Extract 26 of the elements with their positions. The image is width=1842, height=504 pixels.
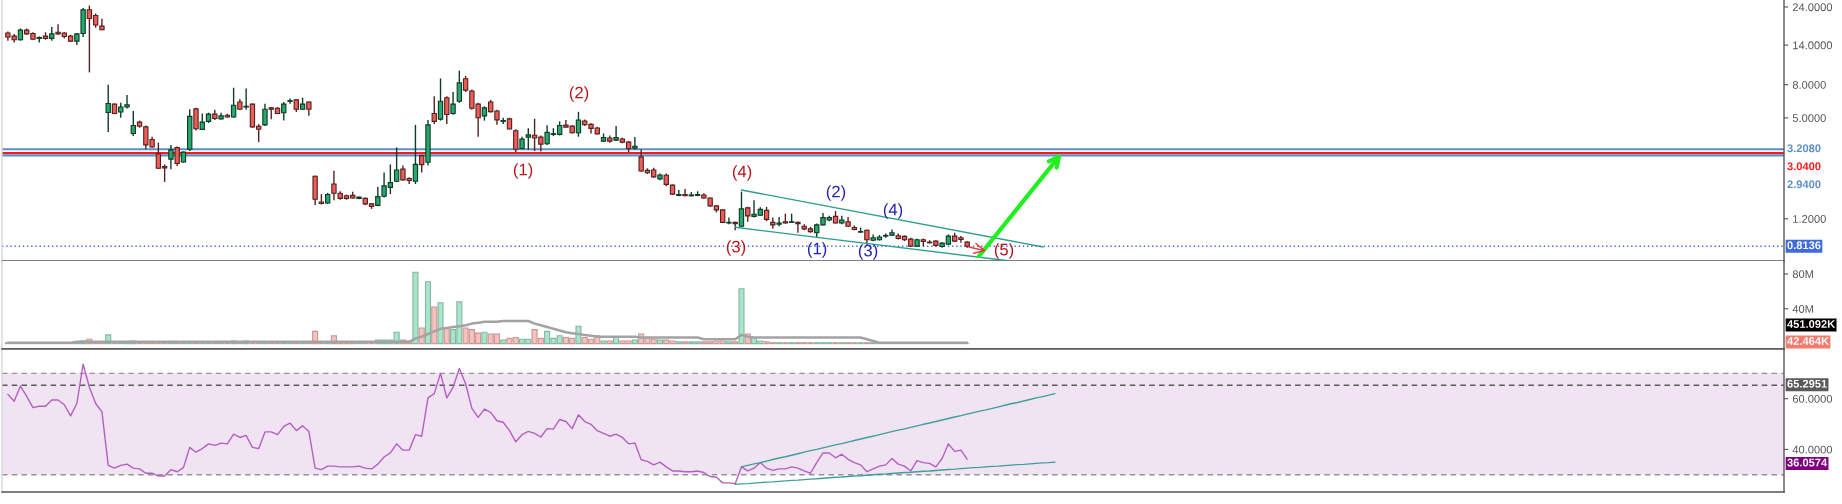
ref-line-label: 2.9400 [1787,180,1821,189]
y-tick-label: 8.0000 [1792,80,1826,89]
y-tick-label: 14.0000 [1793,41,1833,50]
y-tick-label: 60.0000 [1792,394,1833,403]
ref-line-label: 3.2080 [1787,144,1821,153]
text: 36.0574 [1787,458,1828,467]
annotation: (2) [569,86,589,102]
text: 42.464K [1787,337,1829,345]
annotation: (2) [826,185,846,201]
y-tick-label: 40.0000 [1792,445,1833,454]
y-tick-label: 80M [1792,270,1814,279]
annotation: (3) [858,244,878,260]
y-tick-label: 40M [1792,305,1814,313]
ref-line-label: 65.2951 [1787,379,1827,388]
ref-line-label: 3.0400 [1787,162,1821,171]
y-tick-label: 24.0000 [1792,3,1833,12]
annotation: (5) [994,243,1014,259]
y-tick-label: 5.0000 [1792,114,1826,123]
annotation: (1) [513,163,533,179]
annotation: (1) [807,242,827,258]
annotation: (4) [883,203,903,219]
y-tick-label: 1.2000 [1793,215,1826,223]
annotation: (3) [726,240,746,256]
ref-line-label: 0.8136 [1787,241,1821,250]
text: 451.092K [1787,320,1836,328]
annotation: (4) [732,165,752,181]
